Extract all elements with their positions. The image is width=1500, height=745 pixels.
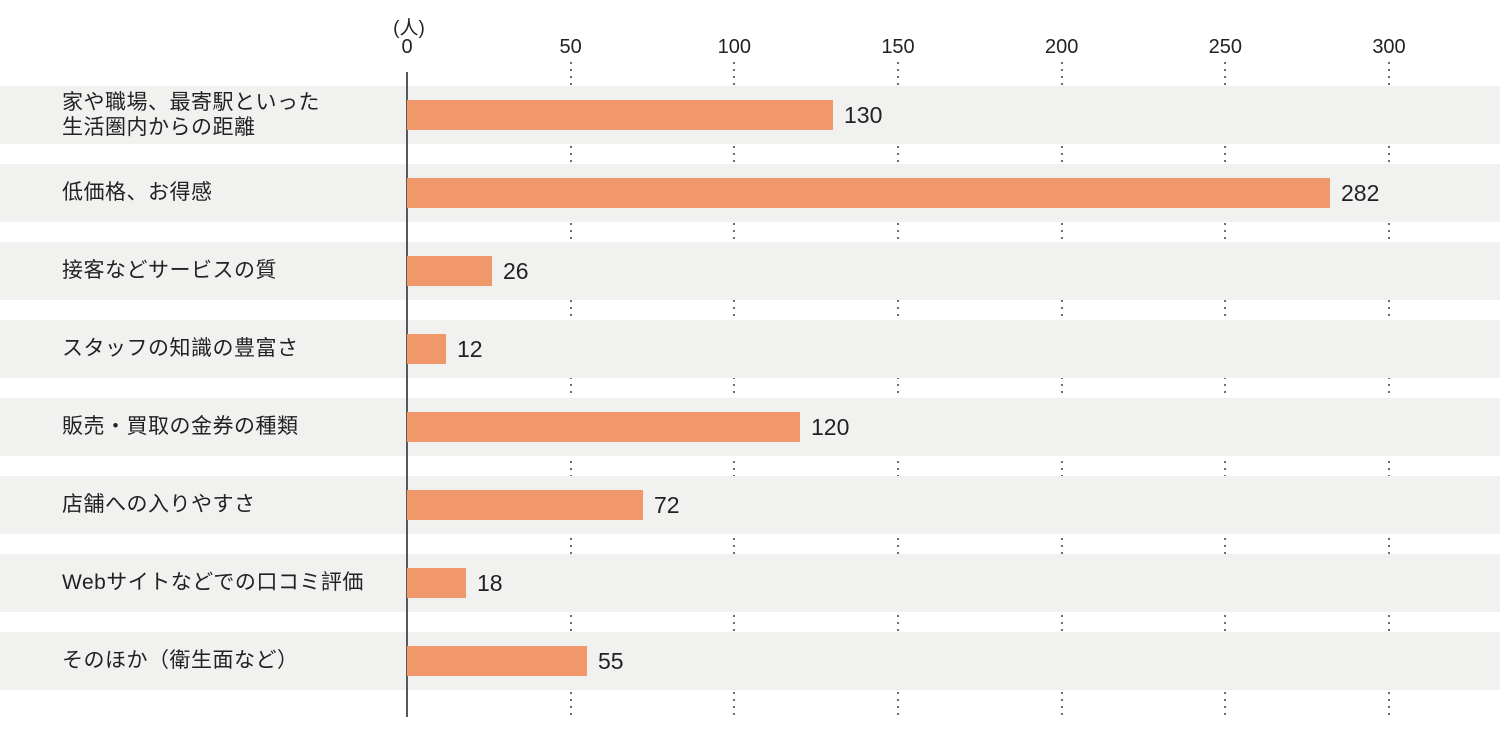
row-stripe: [0, 242, 1500, 300]
bar: [407, 412, 800, 442]
gridline-250: [1224, 62, 1227, 718]
bar: [407, 256, 492, 286]
category-label: 接客などサービスの質: [62, 259, 277, 283]
axis-tick-label: 300: [1372, 36, 1406, 58]
axis-unit-label: (人): [393, 18, 425, 39]
bar: [407, 568, 466, 598]
y-axis-line: [406, 72, 408, 717]
value-label: 120: [811, 413, 850, 440]
category-label: 家や職場、最寄駅といった 生活圏内からの距離: [62, 90, 320, 139]
value-label: 72: [654, 491, 680, 518]
bar: [407, 646, 587, 676]
value-label: 12: [457, 335, 483, 362]
value-label: 55: [598, 647, 624, 674]
gridline-300: [1388, 62, 1390, 718]
category-label: Webサイトなどでの口コミ評価: [62, 571, 364, 595]
gridline-100: [733, 62, 736, 718]
axis-tick-label: 0: [401, 36, 413, 58]
gridline-150: [897, 62, 899, 718]
row-stripe: [0, 632, 1500, 690]
bar: [407, 334, 446, 364]
bar: [407, 178, 1330, 208]
category-label: 低価格、お得感: [62, 181, 213, 205]
value-label: 26: [503, 257, 529, 284]
category-label: 販売・買取の金券の種類: [62, 415, 299, 439]
bar: [407, 490, 643, 520]
axis-tick-label: 150: [881, 36, 915, 58]
category-label: そのほか（衛生面など）: [62, 649, 299, 673]
row-stripe: [0, 554, 1500, 612]
category-label: 店舗への入りやすさ: [62, 493, 256, 517]
row-stripe: [0, 320, 1500, 378]
axis-tick-label: 100: [717, 36, 752, 58]
value-label: 18: [477, 569, 503, 596]
row-stripe: [0, 476, 1500, 534]
gridline-50: [569, 62, 572, 718]
axis-tick-label: 50: [559, 36, 582, 58]
value-label: 282: [1341, 179, 1380, 206]
axis-tick-label: 200: [1044, 36, 1079, 58]
value-label: 130: [844, 101, 883, 128]
axis-tick-label: 250: [1208, 36, 1243, 58]
category-label: スタッフの知識の豊富さ: [62, 337, 299, 361]
gridline-200: [1060, 62, 1063, 718]
bar: [407, 100, 833, 130]
